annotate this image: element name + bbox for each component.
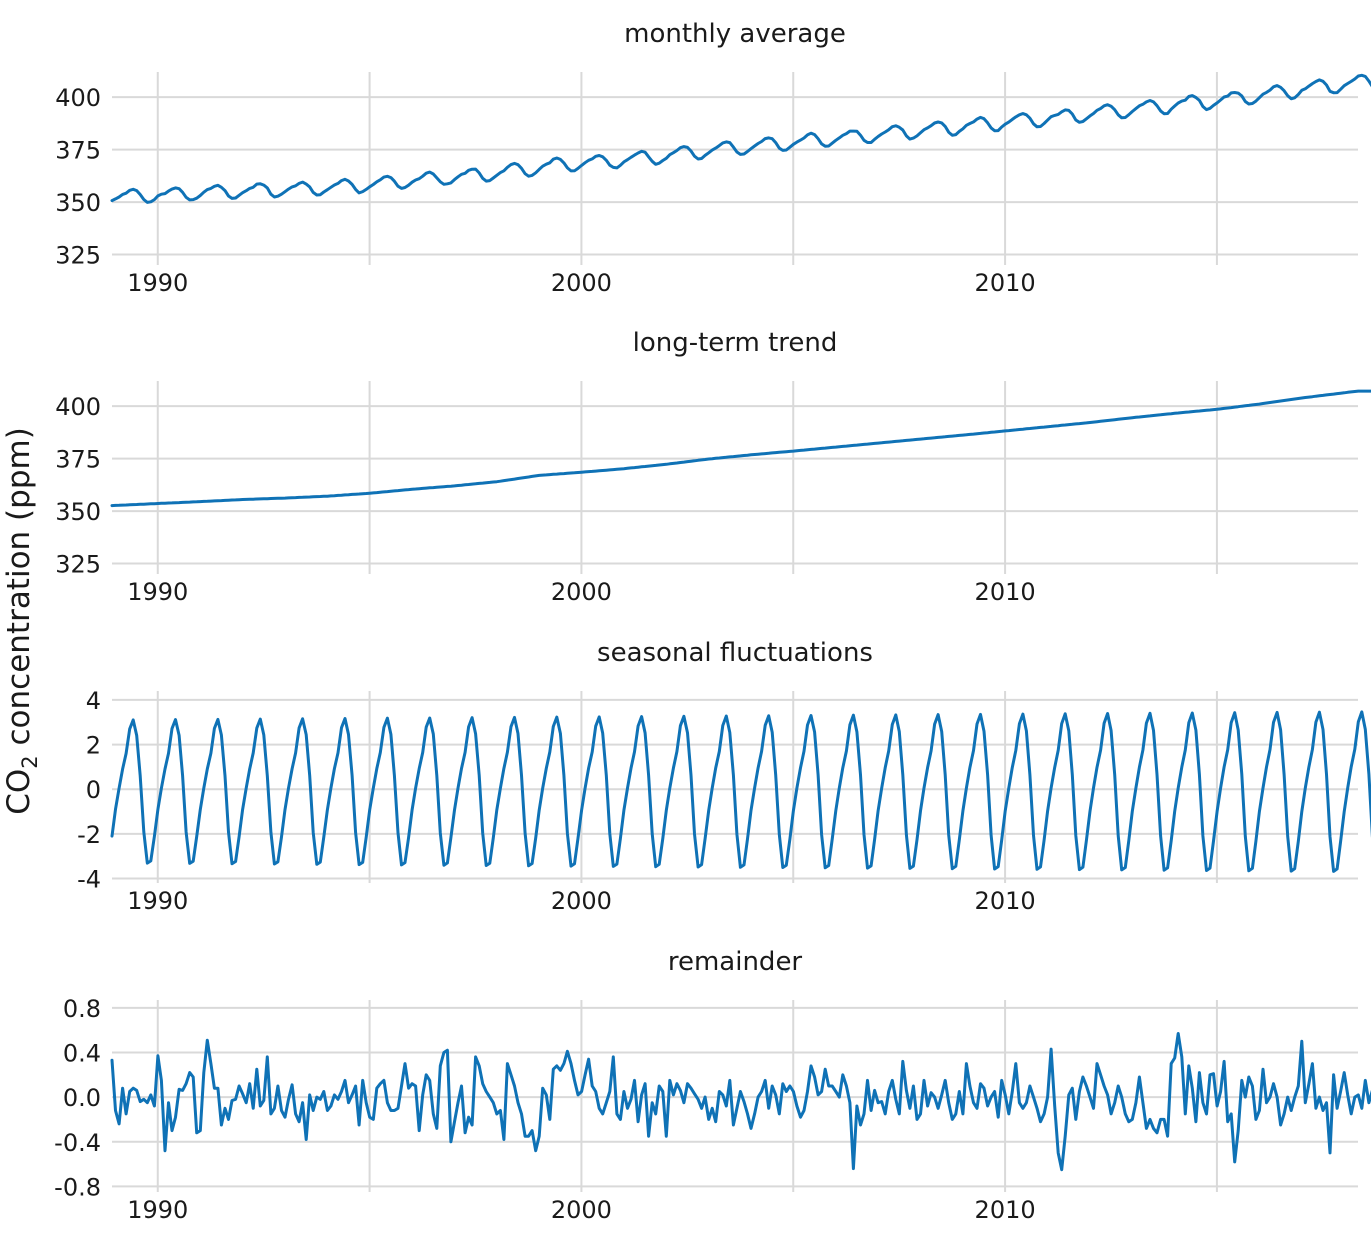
y-tick-label: 375 (55, 137, 101, 165)
x-tick-label: 1990 (127, 578, 188, 606)
x-tick-label: 2010 (975, 578, 1036, 606)
x-tick-label: 2010 (975, 1196, 1036, 1224)
y-tick-label: 0.4 (63, 1039, 101, 1067)
y-tick-label: 400 (55, 84, 101, 112)
y-tick-label: -0.8 (54, 1173, 101, 1201)
x-tick-label: 1990 (127, 269, 188, 297)
monthly-average-line (110, 73, 1371, 204)
y-tick-label: 325 (55, 551, 101, 579)
x-tick-label: 1990 (127, 1196, 188, 1224)
seasonal-fluctuations-line (110, 710, 1371, 873)
panel-title: monthly average (624, 19, 846, 49)
x-tick-label: 2000 (551, 887, 612, 915)
x-tick-label: 1990 (127, 887, 188, 915)
remainder-line (110, 1032, 1371, 1172)
y-tick-label: 350 (55, 189, 101, 217)
y-tick-label: 350 (55, 498, 101, 526)
x-tick-label: 2000 (551, 1196, 612, 1224)
panel-monthly-average: 325 350 375 400 1990 2000 2010 monthly average (55, 19, 1371, 297)
x-tick-label: 2000 (551, 269, 612, 297)
y-tick-label: 2 (86, 732, 101, 760)
long-term-trend-line (110, 389, 1371, 508)
x-tick-label: 2000 (551, 578, 612, 606)
x-tick-label: 2010 (975, 887, 1036, 915)
panel-remainder: -0.8 -0.4 0.0 0.4 0.8 1990 2000 2010 remainder (54, 947, 1371, 1224)
y-tick-label: 325 (55, 242, 101, 270)
panel-title: remainder (668, 947, 803, 977)
y-tick-label: 0.0 (63, 1084, 101, 1112)
x-tick-label: 2010 (975, 269, 1036, 297)
y-tick-label: -2 (77, 821, 101, 849)
y-tick-label: 0 (86, 776, 101, 804)
y-tick-label: 375 (55, 446, 101, 474)
y-tick-label: -0.4 (54, 1129, 101, 1157)
panel-long-term-trend: 325 350 375 400 1990 2000 2010 long-term trend (55, 328, 1371, 606)
panel-title: seasonal fluctuations (597, 638, 873, 668)
y-tick-label: -4 (77, 866, 101, 894)
y-tick-label: 400 (55, 393, 101, 421)
panel-seasonal-fluctuations: -4 -2 0 2 4 1990 2000 2010 seasonal fluctuations (77, 638, 1371, 915)
y-tick-label: 4 (86, 687, 101, 715)
y-tick-label: 0.8 (63, 995, 101, 1023)
panel-title: long-term trend (633, 328, 838, 358)
y-axis-label: CO2 concentration (ppm) (1, 427, 42, 815)
